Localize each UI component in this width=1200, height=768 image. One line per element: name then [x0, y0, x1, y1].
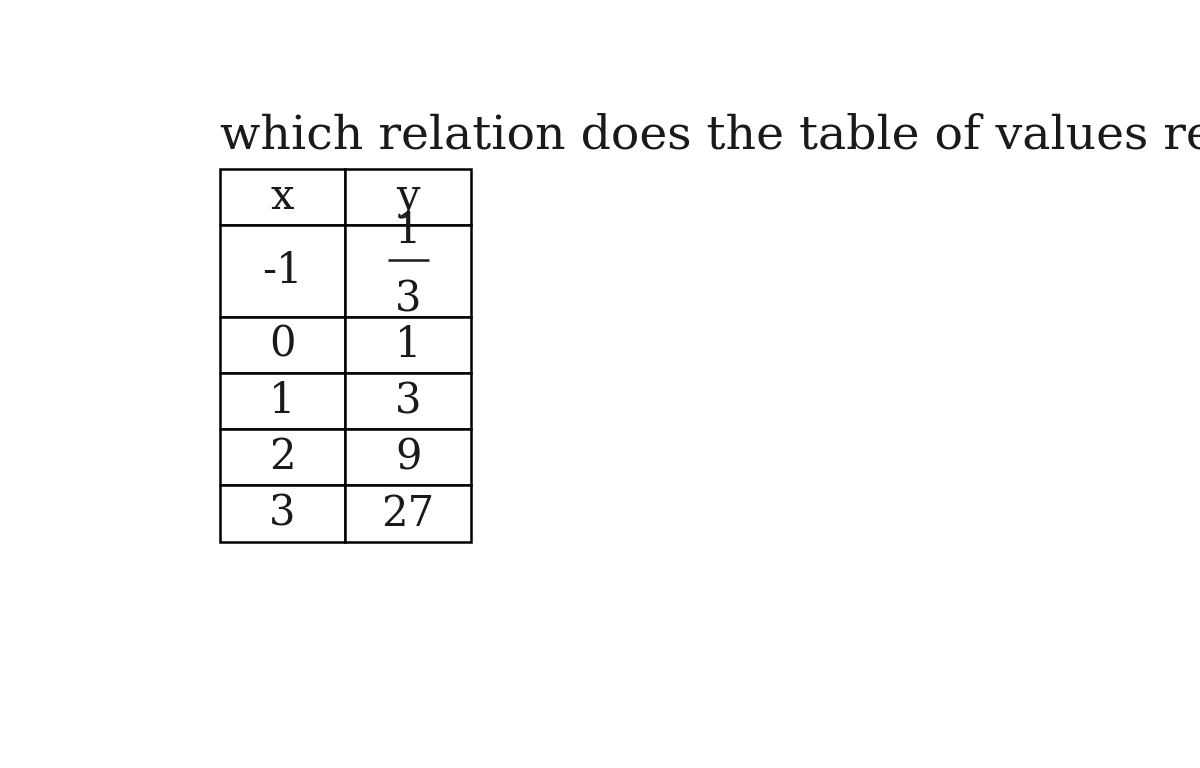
Bar — [220, 169, 346, 225]
Bar — [220, 225, 346, 317]
Text: 1: 1 — [395, 210, 421, 252]
Bar — [346, 429, 470, 485]
Bar — [346, 317, 470, 373]
Bar — [220, 317, 346, 373]
Text: 3: 3 — [395, 278, 421, 320]
Bar — [220, 485, 346, 541]
Bar — [346, 225, 470, 317]
Text: 1: 1 — [269, 380, 295, 422]
Text: 2: 2 — [269, 436, 296, 478]
Bar — [346, 373, 470, 429]
Text: y: y — [396, 176, 420, 218]
Text: which relation does the table of values represent?: which relation does the table of values … — [220, 113, 1200, 159]
Text: 3: 3 — [269, 492, 295, 535]
Text: x: x — [271, 176, 294, 218]
Text: -1: -1 — [263, 250, 302, 292]
Text: 0: 0 — [269, 324, 295, 366]
Text: 9: 9 — [395, 436, 421, 478]
Text: 27: 27 — [382, 492, 434, 535]
Bar — [346, 485, 470, 541]
Bar — [346, 169, 470, 225]
Bar — [220, 373, 346, 429]
Bar — [220, 429, 346, 485]
Text: 3: 3 — [395, 380, 421, 422]
Text: 1: 1 — [395, 324, 421, 366]
